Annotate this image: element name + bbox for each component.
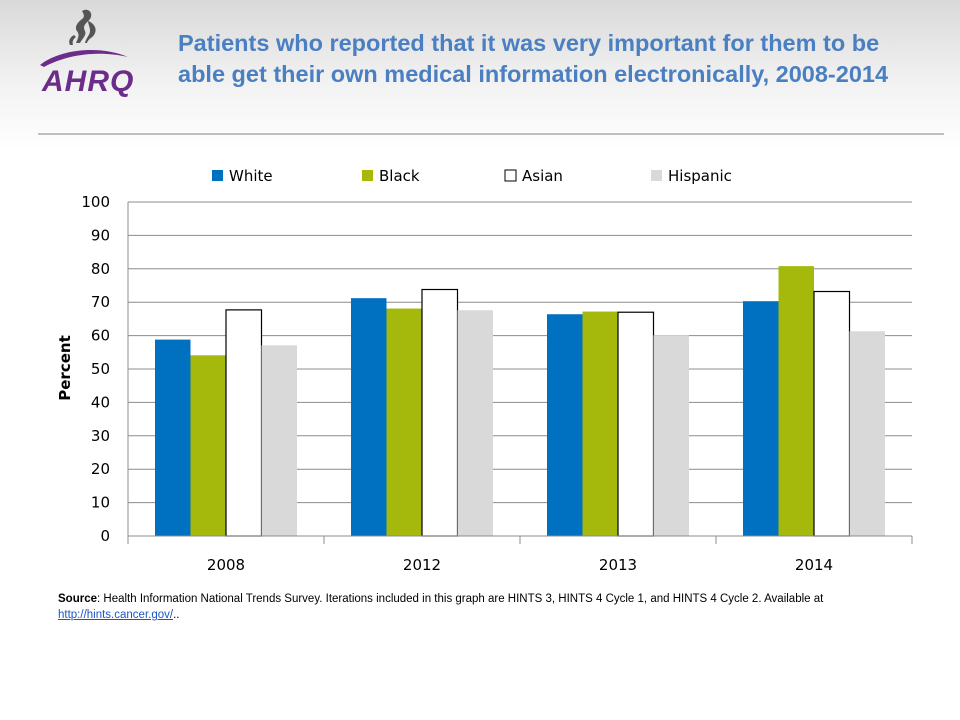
legend-label-black: Black	[379, 167, 420, 185]
y-axis-label: Percent	[56, 335, 74, 400]
bar-white-2008	[155, 339, 191, 536]
source-label: Source	[58, 593, 97, 605]
y-tick-label: 10	[91, 494, 110, 512]
x-tick-label: 2013	[599, 556, 637, 574]
bar-asian-2013	[617, 311, 655, 537]
bar-black-2008	[190, 355, 226, 536]
header-background	[0, 0, 960, 150]
logo-swoosh	[40, 50, 128, 67]
legend-label-white: White	[229, 167, 273, 185]
page-title: Patients who reported that it was very i…	[178, 30, 889, 87]
x-tick-label: 2014	[795, 556, 833, 574]
y-tick-label: 80	[91, 260, 110, 278]
source-text: : Health Information National Trends Sur…	[97, 593, 824, 605]
logo-text: AHRQ	[41, 65, 134, 98]
legend-label-hispanic: Hispanic	[668, 167, 732, 185]
y-tick-label: 0	[100, 527, 110, 545]
y-tick-label: 30	[91, 427, 110, 445]
y-tick-label: 50	[91, 360, 110, 378]
legend-swatch-white	[212, 170, 223, 181]
bar-hispanic-2014	[849, 331, 885, 536]
legend-swatch-black	[362, 170, 373, 181]
y-tick-label: 90	[91, 226, 110, 244]
bar-white-2012	[351, 298, 387, 536]
source-tail: ..	[173, 609, 180, 621]
source-link[interactable]: http://hints.cancer.gov/	[58, 609, 174, 621]
legend-swatch-asian	[504, 169, 517, 182]
bar-asian-2014	[813, 290, 851, 537]
bar-white-2013	[547, 314, 583, 536]
bar-asian-2012	[421, 288, 459, 537]
bar-asian-2008	[225, 309, 263, 537]
legend-swatch-hispanic	[651, 170, 662, 181]
x-tick-label: 2008	[207, 556, 245, 574]
hhs-eagle-icon	[69, 9, 96, 45]
bar-white-2014	[743, 301, 779, 536]
x-tick-label: 2012	[403, 556, 441, 574]
bar-black-2014	[778, 266, 814, 536]
y-tick-label: 40	[91, 393, 110, 411]
y-tick-label: 70	[91, 293, 110, 311]
y-tick-label: 100	[81, 193, 110, 211]
bar-hispanic-2013	[653, 335, 689, 536]
source-note: Source: Health Information National Tren…	[58, 591, 918, 623]
y-tick-label: 20	[91, 460, 110, 478]
bar-hispanic-2008	[261, 345, 297, 536]
ahrq-logo: AHRQ	[40, 9, 134, 98]
title-divider	[38, 133, 944, 135]
y-tick-label: 60	[91, 327, 110, 345]
bar-black-2012	[386, 308, 422, 536]
legend-label-asian: Asian	[522, 167, 563, 185]
bar-hispanic-2012	[457, 310, 493, 536]
bar-black-2013	[582, 311, 618, 536]
